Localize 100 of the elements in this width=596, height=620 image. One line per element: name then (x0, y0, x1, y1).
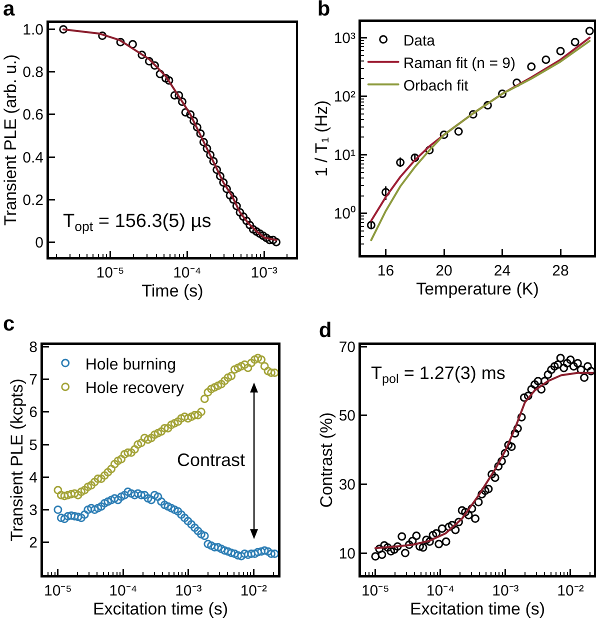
point (454, 127, 463, 136)
y-tick-label: 7 (29, 372, 38, 389)
legend-label: Hole recovery (85, 380, 184, 398)
y-tick-label: 0.2 (22, 192, 44, 209)
point (410, 154, 420, 162)
annotation: T$_{opt}$ = 156.3(5) µs (63, 211, 212, 234)
y-tick-label: 70 (338, 338, 356, 356)
x-tick-label: 10⁻⁴ (109, 582, 138, 600)
point (181, 108, 190, 117)
y-tick-label: 10⁰ (334, 206, 356, 223)
legend-label: Data (403, 32, 436, 50)
point (542, 55, 550, 64)
y-tick-label: 2 (29, 534, 38, 552)
point (242, 216, 251, 226)
y-tick-label: 10² (334, 88, 356, 106)
point (178, 97, 186, 106)
point (239, 212, 248, 221)
legend-label: Hole burning (85, 356, 176, 374)
y-tick-label: 1.0 (22, 22, 44, 39)
y-tick-label: 4 (29, 469, 38, 486)
point (256, 229, 264, 238)
point (366, 220, 376, 230)
y-tick-label: 0.8 (22, 64, 44, 82)
point (236, 208, 244, 217)
annotation: Contrast (177, 450, 246, 470)
y-tick-label: 30 (338, 476, 356, 494)
x-tick-label: 10⁻⁵ (361, 582, 390, 600)
y-tick-label: 0.4 (22, 149, 44, 166)
x-tick-label: 10⁻⁵ (44, 582, 72, 600)
x-tick-label: 28 (552, 262, 569, 280)
y-tick-label: 6 (29, 404, 38, 422)
point (190, 116, 198, 126)
annotation: T$_{pol}$ = 1.27(3) ms (371, 363, 506, 386)
x-axis-title: Temperature (K) (416, 280, 539, 298)
point (272, 238, 281, 246)
point (192, 122, 202, 132)
chart-title: c (2, 312, 15, 336)
point (186, 110, 195, 119)
point (556, 46, 565, 56)
point (527, 62, 536, 71)
x-tick-label: 10⁻⁵ (96, 264, 124, 282)
legend-label: Orbach fit (403, 77, 470, 94)
y-tick-label: 0.6 (22, 106, 44, 124)
y-tick-label: 8 (29, 338, 38, 356)
x-tick-label: 16 (377, 262, 394, 280)
y-tick-label: 3 (29, 502, 38, 519)
point (216, 172, 224, 180)
x-tick-label: 24 (494, 262, 511, 280)
y-axis-title: Transient PLE (kcpts) (7, 378, 26, 542)
point (440, 130, 448, 140)
point (468, 110, 478, 119)
point (226, 191, 234, 200)
point (498, 90, 507, 98)
y-axis-title: Contrast (%) (317, 412, 336, 508)
point (229, 195, 238, 204)
point (425, 146, 434, 154)
point (246, 220, 254, 230)
chart-title: a (2, 0, 15, 20)
chart-title: b (317, 0, 330, 20)
x-tick-label: 10⁻³ (175, 582, 202, 600)
x-tick-label: 20 (436, 262, 452, 280)
point (252, 227, 261, 236)
point (199, 138, 208, 146)
x-axis-title: Excitation time (s) (410, 600, 546, 618)
point (202, 144, 212, 153)
point (382, 188, 390, 196)
chart-title: d (318, 319, 332, 342)
point (212, 166, 222, 174)
y-axis-title: 1 / T₁ (Hz) (312, 100, 332, 177)
point (174, 91, 184, 100)
point (396, 158, 405, 167)
x-tick-label: 10⁻³ (492, 582, 519, 600)
x-tick-label: 10⁻⁴ (173, 264, 202, 282)
y-tick-label: 10³ (334, 30, 356, 47)
y-tick-label: 10 (338, 545, 356, 562)
y-tick-label: 50 (338, 408, 356, 425)
y-axis-title: Transient PLE (arb. u.) (0, 54, 20, 226)
x-axis-title: Excitation time (s) (92, 600, 228, 618)
y-tick-label: 5 (29, 436, 38, 454)
point (219, 178, 228, 187)
x-axis-title: Time (s) (142, 282, 204, 300)
x-tick-label: 10⁻³ (250, 264, 278, 282)
point (196, 129, 205, 138)
point (585, 26, 594, 36)
x-tick-label: 10⁻⁴ (426, 582, 455, 600)
point (483, 101, 492, 110)
point (209, 157, 218, 166)
point (232, 202, 241, 210)
point (570, 38, 580, 46)
point (262, 234, 271, 242)
x-tick-label: 10⁻² (557, 582, 584, 600)
point (268, 236, 278, 244)
y-tick-label: 0 (35, 234, 44, 252)
point (206, 150, 215, 160)
point (248, 225, 258, 234)
y-tick-label: 10¹ (334, 147, 356, 164)
x-tick-label: 10⁻² (240, 582, 268, 600)
point (258, 231, 268, 240)
point (222, 184, 231, 194)
legend-label: Raman fit (n = 9) (403, 54, 516, 72)
